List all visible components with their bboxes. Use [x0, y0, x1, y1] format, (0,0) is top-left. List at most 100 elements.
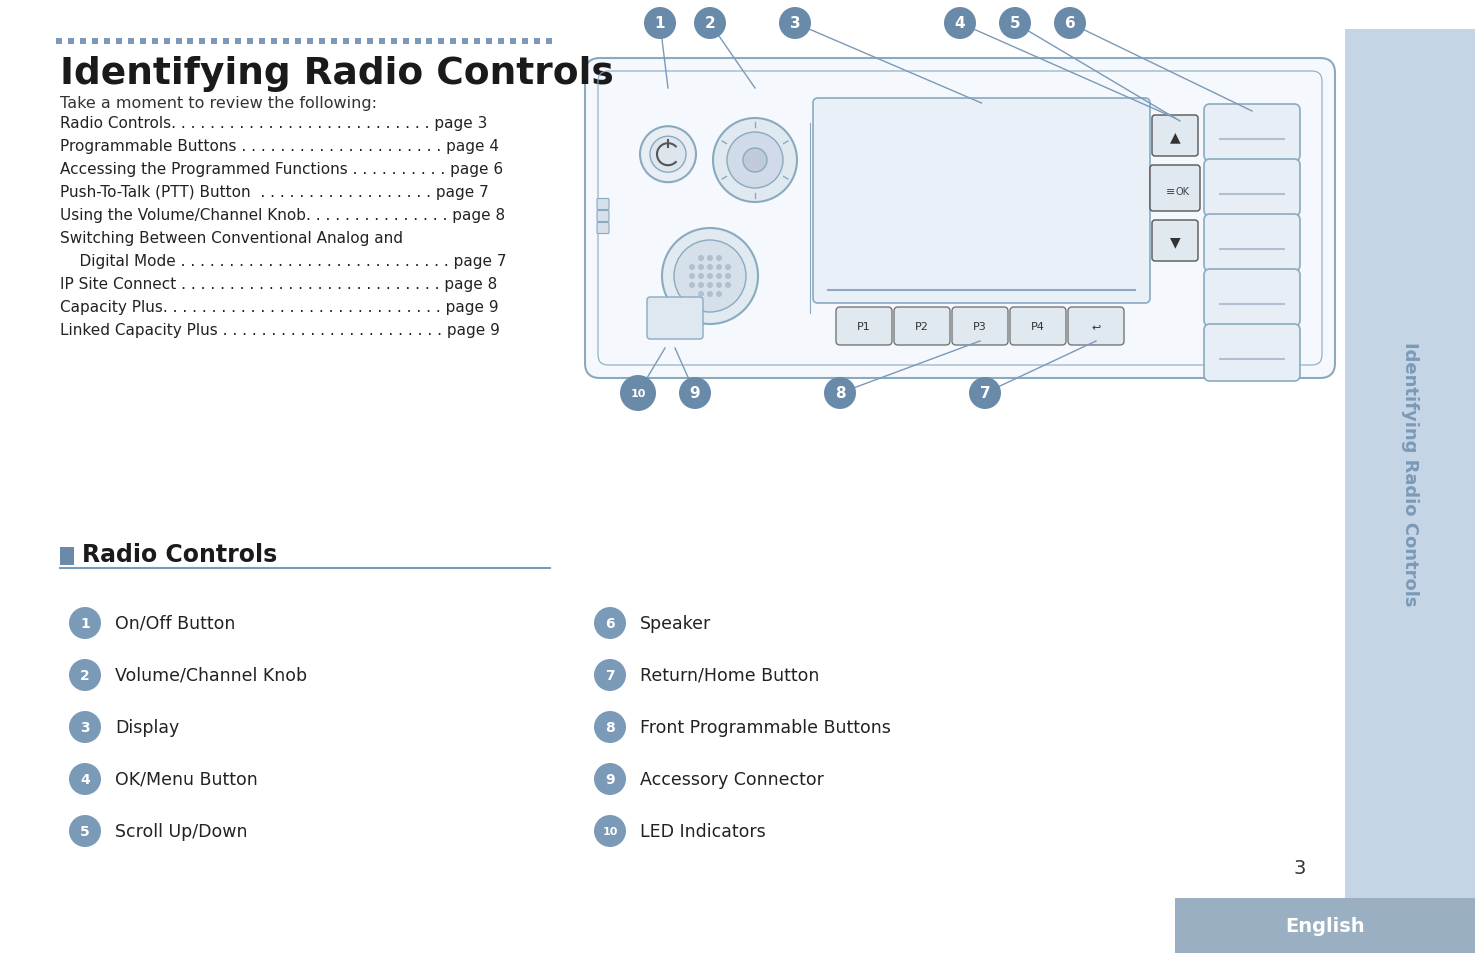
FancyBboxPatch shape — [152, 39, 158, 45]
FancyBboxPatch shape — [60, 547, 74, 565]
FancyBboxPatch shape — [1345, 30, 1475, 923]
Circle shape — [707, 283, 712, 289]
FancyBboxPatch shape — [91, 39, 97, 45]
Circle shape — [779, 8, 811, 40]
Text: 4: 4 — [80, 772, 90, 786]
FancyBboxPatch shape — [248, 39, 254, 45]
Text: Radio Controls: Radio Controls — [83, 542, 277, 566]
Text: 3: 3 — [789, 16, 801, 31]
FancyBboxPatch shape — [391, 39, 397, 45]
Circle shape — [594, 711, 625, 743]
Circle shape — [674, 241, 746, 313]
Circle shape — [727, 132, 783, 189]
Circle shape — [715, 255, 721, 262]
FancyBboxPatch shape — [319, 39, 324, 45]
Circle shape — [689, 265, 695, 271]
FancyBboxPatch shape — [438, 39, 444, 45]
Circle shape — [715, 265, 721, 271]
Text: English: English — [1285, 917, 1364, 936]
FancyBboxPatch shape — [1150, 166, 1201, 212]
FancyBboxPatch shape — [68, 39, 74, 45]
FancyBboxPatch shape — [487, 39, 493, 45]
Text: Programmable Buttons . . . . . . . . . . . . . . . . . . . . . page 4: Programmable Buttons . . . . . . . . . .… — [60, 139, 499, 153]
Text: Identifying Radio Controls: Identifying Radio Controls — [60, 56, 614, 91]
Text: ↩: ↩ — [1092, 322, 1100, 332]
Text: 8: 8 — [605, 720, 615, 734]
Circle shape — [640, 127, 696, 183]
Text: 10: 10 — [630, 389, 646, 398]
FancyBboxPatch shape — [1204, 214, 1299, 272]
Circle shape — [695, 8, 726, 40]
FancyBboxPatch shape — [223, 39, 229, 45]
Circle shape — [698, 283, 704, 289]
Circle shape — [698, 274, 704, 280]
FancyBboxPatch shape — [648, 297, 704, 339]
Text: P4: P4 — [1031, 322, 1044, 332]
Circle shape — [698, 292, 704, 297]
Circle shape — [707, 255, 712, 262]
Text: Capacity Plus. . . . . . . . . . . . . . . . . . . . . . . . . . . . . page 9: Capacity Plus. . . . . . . . . . . . . .… — [60, 299, 499, 314]
Text: 3: 3 — [1294, 859, 1307, 878]
Text: 1: 1 — [655, 16, 665, 31]
Text: 7: 7 — [979, 386, 990, 401]
Circle shape — [726, 283, 732, 289]
FancyBboxPatch shape — [236, 39, 242, 45]
Text: OK/Menu Button: OK/Menu Button — [115, 770, 258, 788]
FancyBboxPatch shape — [128, 39, 134, 45]
Text: Using the Volume/Channel Knob. . . . . . . . . . . . . . . page 8: Using the Volume/Channel Knob. . . . . .… — [60, 208, 504, 223]
Text: Front Programmable Buttons: Front Programmable Buttons — [640, 719, 891, 737]
Text: 10: 10 — [602, 826, 618, 836]
FancyBboxPatch shape — [367, 39, 373, 45]
FancyBboxPatch shape — [1152, 221, 1198, 262]
FancyBboxPatch shape — [894, 308, 950, 346]
Circle shape — [69, 607, 100, 639]
Text: Accessory Connector: Accessory Connector — [640, 770, 825, 788]
FancyBboxPatch shape — [199, 39, 205, 45]
Text: 2: 2 — [705, 16, 715, 31]
Text: Push-To-Talk (PTT) Button  . . . . . . . . . . . . . . . . . . page 7: Push-To-Talk (PTT) Button . . . . . . . … — [60, 185, 488, 200]
Circle shape — [825, 377, 856, 410]
Text: IP Site Connect . . . . . . . . . . . . . . . . . . . . . . . . . . . page 8: IP Site Connect . . . . . . . . . . . . … — [60, 276, 497, 292]
Circle shape — [707, 274, 712, 280]
FancyBboxPatch shape — [403, 39, 409, 45]
FancyBboxPatch shape — [597, 212, 609, 222]
Circle shape — [594, 763, 625, 795]
FancyBboxPatch shape — [379, 39, 385, 45]
Text: OK: OK — [1176, 187, 1190, 196]
Text: On/Off Button: On/Off Button — [115, 615, 236, 633]
FancyBboxPatch shape — [1204, 325, 1299, 381]
FancyBboxPatch shape — [522, 39, 528, 45]
Text: Digital Mode . . . . . . . . . . . . . . . . . . . . . . . . . . . . page 7: Digital Mode . . . . . . . . . . . . . .… — [60, 253, 506, 269]
FancyBboxPatch shape — [283, 39, 289, 45]
FancyBboxPatch shape — [103, 39, 109, 45]
FancyBboxPatch shape — [295, 39, 301, 45]
FancyBboxPatch shape — [414, 39, 420, 45]
Text: Speaker: Speaker — [640, 615, 711, 633]
Text: 7: 7 — [605, 668, 615, 682]
Circle shape — [594, 607, 625, 639]
Text: Take a moment to review the following:: Take a moment to review the following: — [60, 96, 378, 111]
FancyBboxPatch shape — [462, 39, 469, 45]
Circle shape — [698, 255, 704, 262]
FancyBboxPatch shape — [534, 39, 540, 45]
Circle shape — [69, 763, 100, 795]
Text: 2: 2 — [80, 668, 90, 682]
FancyBboxPatch shape — [426, 39, 432, 45]
Text: ▲: ▲ — [1170, 130, 1180, 144]
FancyBboxPatch shape — [597, 199, 609, 211]
Circle shape — [69, 659, 100, 691]
FancyBboxPatch shape — [56, 39, 62, 45]
Circle shape — [678, 377, 711, 410]
Text: Radio Controls. . . . . . . . . . . . . . . . . . . . . . . . . . . page 3: Radio Controls. . . . . . . . . . . . . … — [60, 116, 487, 131]
FancyBboxPatch shape — [260, 39, 266, 45]
Text: 9: 9 — [690, 386, 701, 401]
Text: P1: P1 — [857, 322, 870, 332]
FancyBboxPatch shape — [836, 308, 892, 346]
Circle shape — [743, 149, 767, 172]
Text: 6: 6 — [605, 617, 615, 630]
FancyBboxPatch shape — [475, 39, 481, 45]
FancyBboxPatch shape — [546, 39, 552, 45]
Text: Scroll Up/Down: Scroll Up/Down — [115, 822, 248, 841]
FancyBboxPatch shape — [1152, 116, 1198, 157]
Circle shape — [712, 119, 796, 203]
